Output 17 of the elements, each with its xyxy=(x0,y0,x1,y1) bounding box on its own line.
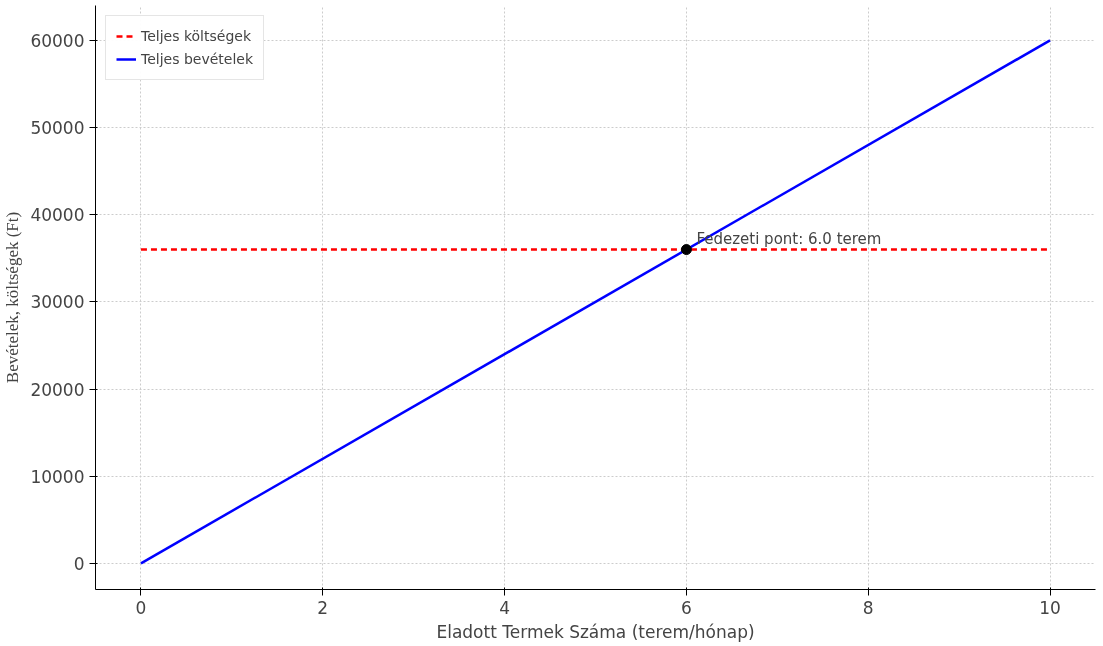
y-axis-title: Bevételek, költségek (Ft) xyxy=(3,211,23,384)
x-tick-label: 6 xyxy=(681,597,692,618)
x-axis-title: Eladott Termek Száma (terem/hónap) xyxy=(436,621,755,642)
x-tick-label: 8 xyxy=(862,597,874,618)
y-tick-label: 0 xyxy=(73,553,85,574)
y-tick-label: 30000 xyxy=(30,292,85,313)
y-tick-label: 50000 xyxy=(30,118,85,139)
x-tick-label: 10 xyxy=(1039,597,1061,618)
y-tick-label: 10000 xyxy=(30,466,85,487)
x-tick-label: 0 xyxy=(135,597,147,618)
y-tick-label: 60000 xyxy=(30,30,85,51)
x-tick-label: 4 xyxy=(499,597,511,618)
x-tick-label: 2 xyxy=(317,597,329,618)
y-tick-label: 20000 xyxy=(30,379,85,400)
legend-label: Teljes költségek xyxy=(141,28,251,44)
y-tick-label: 40000 xyxy=(30,205,85,226)
legend-label: Teljes bevételek xyxy=(141,51,254,67)
